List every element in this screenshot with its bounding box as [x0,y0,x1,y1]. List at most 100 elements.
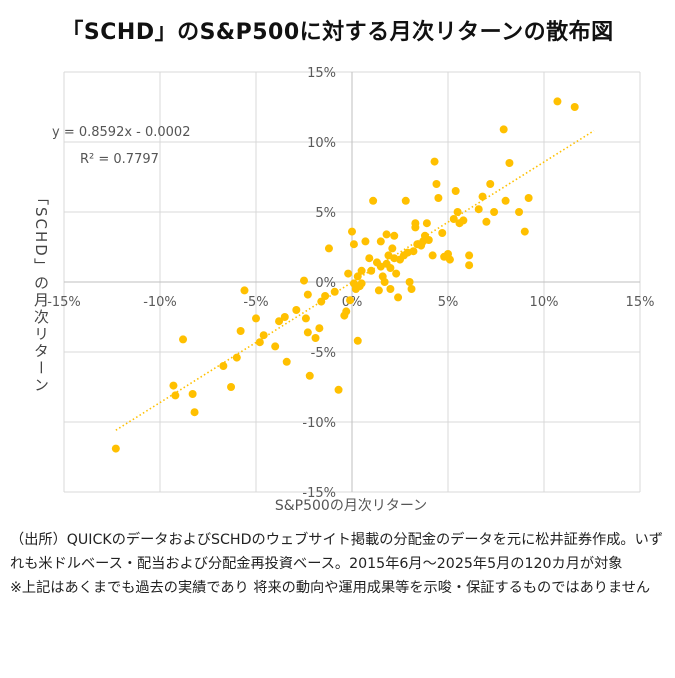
data-point [407,285,416,293]
data-point [232,353,241,362]
data-point [409,247,418,256]
data-point [315,324,324,333]
data-point [401,196,410,205]
x-tick-label: -5% [243,295,268,310]
data-point [499,125,508,134]
data-point [422,219,431,228]
data-point [478,192,487,201]
y-tick-label: -5% [311,346,336,361]
x-tick-label: -10% [143,295,177,310]
scatter-plot: -15% -10% -5% 0% 5% 10% 15% 15% 10% 5% 0% -5% -10% -… [47,66,654,514]
data-point [490,208,499,216]
data-point [374,286,383,295]
data-point [342,307,351,316]
y-tick-label: -15% [302,486,336,501]
y-tick-label: -10% [302,416,336,431]
data-point [501,196,510,205]
data-point [392,269,401,278]
data-point [179,335,188,344]
data-point [282,357,291,366]
data-point [324,244,333,253]
disclaimer-note: ※上記はあくまでも過去の実績であり 将来の動向や運用成果等を示唆・保証するもので… [10,580,651,596]
data-point [353,272,362,281]
data-point [330,287,339,296]
x-tick-label: 15% [626,295,655,310]
data-point [169,381,178,390]
x-tick-label: -15% [47,295,81,310]
data-point [411,219,420,228]
data-point [453,208,462,216]
data-point [451,187,460,195]
data-point [188,390,197,398]
data-point [300,276,308,285]
data-point [111,444,120,453]
data-point [376,237,385,246]
data-point [357,279,366,288]
data-point [305,371,314,380]
data-point [380,278,389,286]
data-point [386,285,395,293]
data-point [465,251,474,260]
data-point [252,314,260,323]
data-point [424,236,433,244]
data-point [524,194,533,202]
data-point [515,208,524,216]
data-points [111,97,579,453]
data-point [346,296,355,305]
data-point [367,266,376,275]
data-point [348,227,356,236]
y-tick-label: 15% [307,66,336,81]
data-point [292,306,301,314]
data-point [390,231,399,240]
y-axis-label-wrap: 「SCHD」の月次リターン [31,190,53,394]
data-point [369,196,378,205]
data-point [553,97,562,106]
y-tick-label: 0% [315,276,336,291]
data-point [365,254,374,263]
data-point [474,205,483,214]
data-point [361,237,370,246]
data-point [520,227,529,236]
data-point [301,314,310,323]
data-point [344,269,353,278]
data-point [303,328,312,337]
data-point [275,317,284,326]
data-point [311,334,320,342]
data-point [303,290,312,299]
data-point [349,240,358,249]
data-point [438,229,447,237]
x-tick-label: 5% [438,295,459,310]
source-note: （出所）QUICKのデータおよびSCHDのウェブサイト掲載の分配金のデータを元に… [10,532,663,572]
data-point [449,215,458,223]
x-axis-label: S&P500の月次リターン [275,498,427,514]
data-point [459,216,468,225]
data-point [255,338,264,347]
data-point [240,286,249,295]
data-point [465,261,474,270]
y-axis-label: 「SCHD」の月次リターン [32,190,50,394]
data-point [321,292,330,300]
data-point [357,266,366,275]
y-tick-label: 10% [307,136,336,151]
data-point [505,159,514,167]
data-point [236,327,245,335]
data-point [190,408,199,417]
footnotes: （出所）QUICKのデータおよびSCHDのウェブサイト掲載の分配金のデータを元に… [10,528,665,600]
data-point [428,251,437,260]
chart-title: 「SCHD」のS&P500に対する月次リターンの散布図 [61,20,614,45]
data-point [334,385,343,394]
data-point [482,217,491,226]
data-point [388,244,397,253]
data-point [271,342,280,351]
data-point [317,297,326,306]
x-tick-labels: -15%-10%-5%0%5%10%15% [47,295,654,310]
data-point [432,180,441,188]
data-point [219,362,228,370]
r-squared-label: R² = 0.7797 [80,152,159,167]
data-point [434,194,443,202]
data-point [486,180,495,188]
y-tick-label: 5% [315,206,336,221]
data-point [353,336,362,345]
data-point [445,255,454,264]
data-point [405,278,414,286]
